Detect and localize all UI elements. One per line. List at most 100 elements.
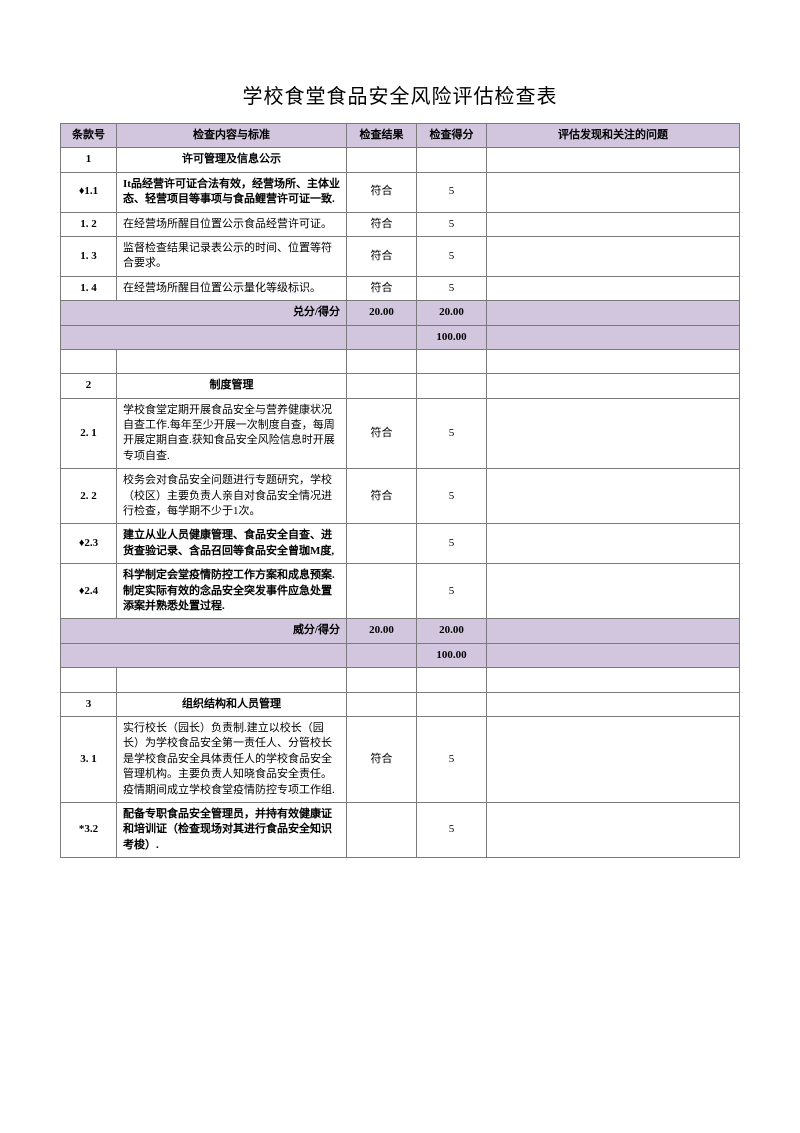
row-content: 制度管理 [117, 374, 347, 398]
percent-issues [487, 325, 740, 349]
row-issues [487, 802, 740, 857]
row-result: 符合 [347, 212, 417, 236]
row-content: 组织结构和人员管理 [117, 692, 347, 716]
row-issues [487, 172, 740, 212]
row-issues [487, 398, 740, 469]
row-score: 5 [417, 469, 487, 524]
col-header-id: 条款号 [61, 124, 117, 148]
table-row [61, 668, 740, 692]
row-id: 2. 2 [61, 469, 117, 524]
row-id: ♦2.4 [61, 564, 117, 619]
blank-cell [487, 668, 740, 692]
row-issues [487, 564, 740, 619]
row-id: 1. 4 [61, 276, 117, 300]
row-id: ♦2.3 [61, 524, 117, 564]
row-result: 符合 [347, 469, 417, 524]
percent-score: 100.00 [417, 643, 487, 667]
row-id: *3.2 [61, 802, 117, 857]
blank-cell [117, 349, 347, 373]
col-header-issues: 评估发现和关注的问题 [487, 124, 740, 148]
row-content: 在经营场所醒目位置公示量化等级标识。 [117, 276, 347, 300]
row-id: 1. 3 [61, 236, 117, 276]
subtotal-label: 兑分/得分 [61, 301, 347, 325]
row-score: 5 [417, 524, 487, 564]
subtotal-result: 20.00 [347, 301, 417, 325]
row-result: 符合 [347, 716, 417, 802]
subtotal-issues [487, 619, 740, 643]
row-issues [487, 692, 740, 716]
subtotal-score: 20.00 [417, 619, 487, 643]
table-row: 2. 2校务会对食品安全问题进行专题研究，学校（校区）主要负责人亲自对食品安全情… [61, 469, 740, 524]
row-content: 在经营场所醒目位置公示食品经营许可证。 [117, 212, 347, 236]
table-row: 100.00 [61, 325, 740, 349]
table-row: 100.00 [61, 643, 740, 667]
page-title: 学校食堂食品安全风险评估检查表 [60, 80, 740, 109]
row-result [347, 564, 417, 619]
row-issues [487, 374, 740, 398]
row-result: 符合 [347, 276, 417, 300]
subtotal-score: 20.00 [417, 301, 487, 325]
row-score [417, 148, 487, 172]
blank-cell [487, 349, 740, 373]
row-issues [487, 212, 740, 236]
row-id: 2 [61, 374, 117, 398]
table-row: 1. 4在经营场所醒目位置公示量化等级标识。符合5 [61, 276, 740, 300]
table-row: *3.2配备专职食品安全管理员，并持有效健康证和培训证（检查现场对其进行食品安全… [61, 802, 740, 857]
table-row: 兑分/得分20.0020.00 [61, 301, 740, 325]
row-result: 符合 [347, 172, 417, 212]
percent-issues [487, 643, 740, 667]
row-result [347, 524, 417, 564]
blank-cell [417, 668, 487, 692]
table-row: ♦2.4科学制定会堂疫情防控工作方案和成息预案.制定实际有效的念品安全突发事件应… [61, 564, 740, 619]
col-header-score: 检查得分 [417, 124, 487, 148]
blank-cell [61, 349, 117, 373]
row-id: 3 [61, 692, 117, 716]
subtotal-result: 20.00 [347, 619, 417, 643]
row-score: 5 [417, 212, 487, 236]
table-row: 3组织结构和人员管理 [61, 692, 740, 716]
col-header-result: 检查结果 [347, 124, 417, 148]
row-score: 5 [417, 802, 487, 857]
row-content: 建立从业人员健康管理、食品安全自查、进货查验记录、含品召回等食品安全曾珈M度, [117, 524, 347, 564]
row-result [347, 692, 417, 716]
table-row: 1许可管理及信息公示 [61, 148, 740, 172]
blank-cell [347, 349, 417, 373]
percent-result [347, 325, 417, 349]
row-result [347, 148, 417, 172]
row-issues [487, 236, 740, 276]
row-result: 符合 [347, 398, 417, 469]
row-score: 5 [417, 236, 487, 276]
table-row: ♦2.3建立从业人员健康管理、食品安全自查、进货查验记录、含品召回等食品安全曾珈… [61, 524, 740, 564]
row-result [347, 374, 417, 398]
subtotal-issues [487, 301, 740, 325]
row-content: 学校食堂定期开展食品安全与营养健康状况自查工作.每年至少开展一次制度自查，每周开… [117, 398, 347, 469]
table-row: ♦1.1It品经营许可证合法有效，经营场所、主体业态、轻营项目等事项与食品鲤营许… [61, 172, 740, 212]
percent-spacer [61, 643, 347, 667]
assessment-table: 条款号 检查内容与标准 检查结果 检查得分 评估发现和关注的问题 1许可管理及信… [60, 123, 740, 858]
row-score: 5 [417, 172, 487, 212]
row-score: 5 [417, 716, 487, 802]
row-id: 3. 1 [61, 716, 117, 802]
row-score: 5 [417, 564, 487, 619]
blank-cell [117, 668, 347, 692]
row-score: 5 [417, 276, 487, 300]
table-row: 1. 2在经营场所醒目位置公示食品经营许可证。符合5 [61, 212, 740, 236]
blank-cell [347, 668, 417, 692]
row-content: It品经营许可证合法有效，经营场所、主体业态、轻营项目等事项与食品鲤营许可证一致… [117, 172, 347, 212]
row-issues [487, 524, 740, 564]
row-issues [487, 469, 740, 524]
table-row: 2. 1学校食堂定期开展食品安全与营养健康状况自查工作.每年至少开展一次制度自查… [61, 398, 740, 469]
blank-cell [61, 668, 117, 692]
row-issues [487, 716, 740, 802]
row-id: 1. 2 [61, 212, 117, 236]
row-result: 符合 [347, 236, 417, 276]
table-header-row: 条款号 检查内容与标准 检查结果 检查得分 评估发现和关注的问题 [61, 124, 740, 148]
table-row: 1. 3监督检查结果记录表公示的时间、位置等符合要求。符合5 [61, 236, 740, 276]
row-content: 科学制定会堂疫情防控工作方案和成息预案.制定实际有效的念品安全突发事件应急处置添… [117, 564, 347, 619]
row-content: 校务会对食品安全问题进行专题研究，学校（校区）主要负责人亲自对食品安全情况进行检… [117, 469, 347, 524]
percent-result [347, 643, 417, 667]
table-row: 2制度管理 [61, 374, 740, 398]
row-issues [487, 148, 740, 172]
row-content: 监督检查结果记录表公示的时间、位置等符合要求。 [117, 236, 347, 276]
blank-cell [417, 349, 487, 373]
